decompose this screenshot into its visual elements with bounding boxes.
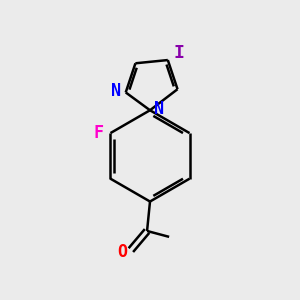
Text: F: F: [93, 124, 103, 142]
Text: O: O: [118, 243, 128, 261]
Text: N: N: [154, 100, 164, 118]
Text: I: I: [174, 44, 184, 62]
Text: N: N: [111, 82, 121, 100]
